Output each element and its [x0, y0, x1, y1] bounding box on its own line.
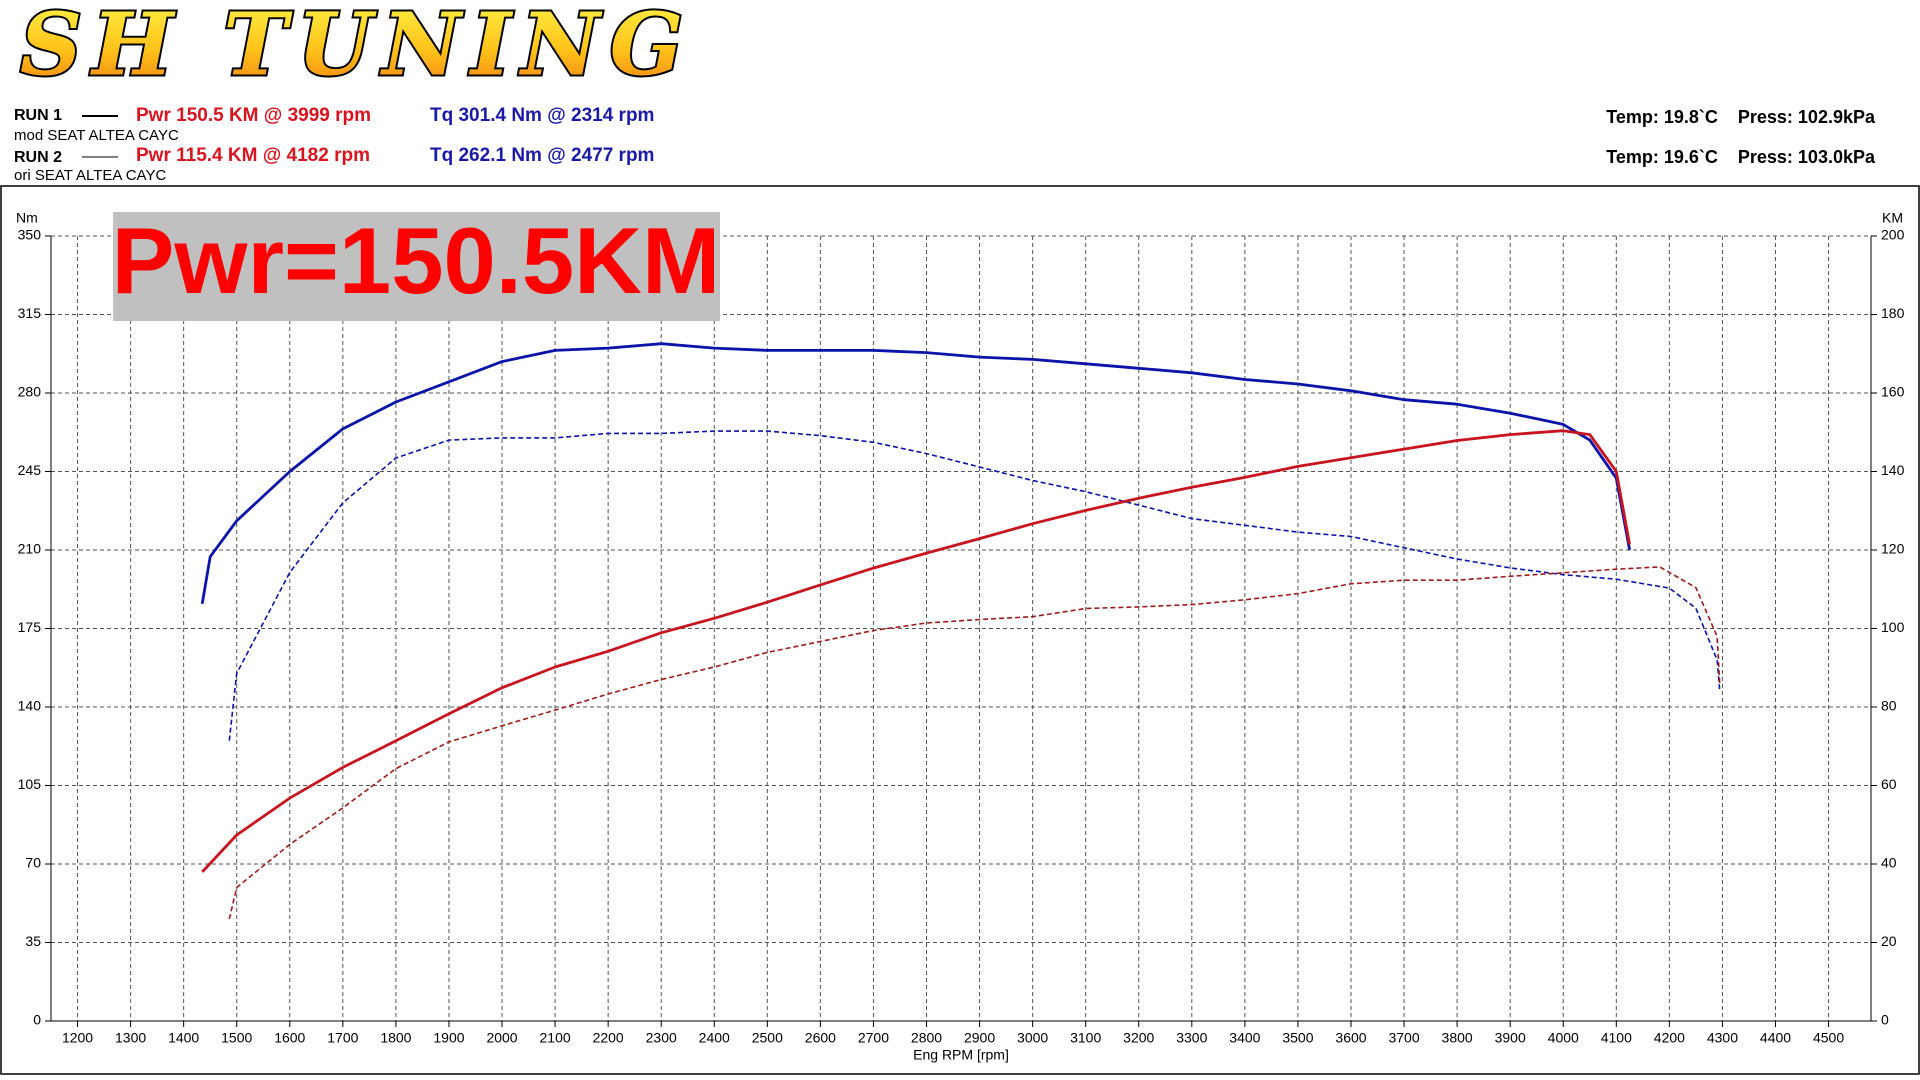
y2-tick-label: 160 [1881, 384, 1905, 400]
y2-tick-label: 0 [1881, 1012, 1889, 1028]
y2-tick-label: 140 [1881, 462, 1905, 478]
chart-frame [0, 185, 1920, 1075]
y2-tick-label: 120 [1881, 541, 1905, 557]
y2-tick-label: 200 [1881, 227, 1905, 243]
y2-tick-label: 20 [1881, 933, 1897, 949]
x-tick-label: 3000 [1017, 1030, 1048, 1046]
banner-box [113, 212, 720, 321]
x-tick-label: 2100 [540, 1030, 571, 1046]
x-tick-label: 3100 [1070, 1030, 1101, 1046]
logo: SH TUNING [20, 0, 693, 96]
y-tick-label: 140 [18, 698, 42, 714]
y2-tick-label: 40 [1881, 855, 1897, 871]
run-conditions: Temp: 19.6`C Press: 103.0kPa [1606, 147, 1876, 167]
run-car: ori SEAT ALTEA CAYC [14, 167, 166, 184]
y-tick-label: 70 [25, 855, 41, 871]
x-tick-label: 3200 [1123, 1030, 1154, 1046]
x-tick-label: 2900 [964, 1030, 995, 1046]
x-tick-label: 1800 [380, 1030, 411, 1046]
y-tick-label: 350 [18, 227, 42, 243]
y-tick-label: 315 [18, 305, 42, 321]
x-tick-label: 2200 [593, 1030, 624, 1046]
series-line [201, 429, 1631, 873]
x-tick-label: 2600 [805, 1030, 836, 1046]
run-torque: Tq 301.4 Nm @ 2314 rpm [430, 105, 654, 126]
x-tick-label: 1900 [433, 1030, 464, 1046]
x-tick-label: 1600 [274, 1030, 305, 1046]
y2-tick-label: 180 [1881, 305, 1905, 321]
y2-tick-label: 60 [1881, 776, 1897, 792]
x-tick-label: 2400 [699, 1030, 730, 1046]
y-tick-label: 280 [18, 384, 42, 400]
run-label: RUN 1 [14, 107, 62, 124]
run-torque: Tq 262.1 Nm @ 2477 rpm [430, 145, 654, 166]
x-tick-label: 1200 [62, 1030, 93, 1046]
y-tick-label: 210 [18, 541, 42, 557]
x-tick-label: 3800 [1442, 1030, 1473, 1046]
y-tick-label: 175 [18, 619, 42, 635]
y-tick-label: 105 [18, 776, 42, 792]
x-tick-label: 4400 [1760, 1030, 1791, 1046]
y2-tick-label: 100 [1881, 619, 1905, 635]
y-tick-label: 0 [33, 1012, 41, 1028]
banner: Pwr=150.5KM [112, 208, 721, 313]
x-tick-label: 3400 [1229, 1030, 1260, 1046]
y-axis-label: Nm [16, 210, 38, 226]
y-tick-label: 245 [18, 462, 42, 478]
series-line [228, 430, 1721, 741]
x-tick-label: 2300 [646, 1030, 677, 1046]
y2-axis-label: KM [1882, 210, 1903, 226]
x-tick-label: 1700 [327, 1030, 358, 1046]
x-tick-label: 2500 [752, 1030, 783, 1046]
x-tick-label: 1400 [168, 1030, 199, 1046]
y-tick-label: 35 [25, 933, 41, 949]
y2-tick-label: 80 [1881, 698, 1897, 714]
x-tick-label: 4000 [1548, 1030, 1579, 1046]
series-line [200, 342, 1631, 605]
x-tick-label: 1300 [115, 1030, 146, 1046]
x-tick-label: 4500 [1813, 1030, 1844, 1046]
x-tick-label: 3700 [1388, 1030, 1419, 1046]
x-tick-label: 4300 [1707, 1030, 1738, 1046]
run-car: mod SEAT ALTEA CAYC [14, 127, 179, 144]
x-axis-label: Eng RPM [rpm] [913, 1047, 1009, 1063]
run-power: Pwr 115.4 KM @ 4182 rpm [136, 145, 370, 166]
x-tick-label: 1500 [221, 1030, 252, 1046]
run-power: Pwr 150.5 KM @ 3999 rpm [136, 105, 371, 126]
plot: 1200 1300 1400 1500 1600 1700 1800 1900 2000 2100… [16, 210, 1905, 1063]
series-line [228, 566, 1721, 920]
run-label: RUN 2 [14, 149, 62, 166]
x-tick-label: 3900 [1495, 1030, 1526, 1046]
x-tick-label: 2000 [486, 1030, 517, 1046]
x-tick-label: 3300 [1176, 1030, 1207, 1046]
run-conditions: Temp: 19.8`C Press: 102.9kPa [1606, 107, 1876, 127]
x-tick-label: 4100 [1601, 1030, 1632, 1046]
x-tick-label: 3600 [1335, 1030, 1366, 1046]
x-tick-label: 3500 [1282, 1030, 1313, 1046]
x-tick-label: 2700 [858, 1030, 889, 1046]
x-tick-label: 2800 [911, 1030, 942, 1046]
x-tick-label: 4200 [1654, 1030, 1685, 1046]
